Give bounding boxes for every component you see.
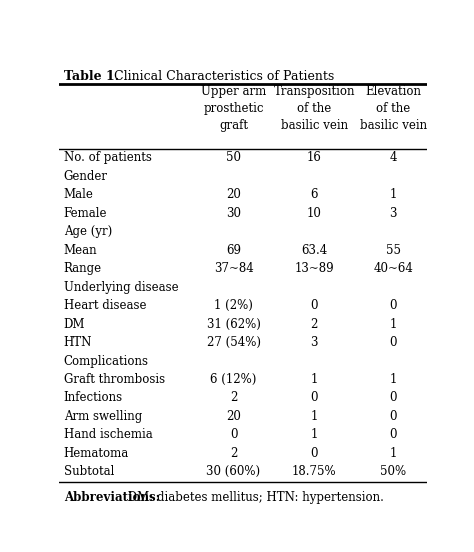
Text: Gender: Gender (64, 169, 108, 183)
Text: Heart disease: Heart disease (64, 299, 146, 312)
Text: Abbreviations:: Abbreviations: (64, 491, 160, 505)
Text: 6: 6 (310, 188, 318, 201)
Text: 1 (2%): 1 (2%) (214, 299, 253, 312)
Text: 63.4: 63.4 (301, 243, 328, 257)
Text: 18.75%: 18.75% (292, 465, 337, 479)
Text: Upper arm
prosthetic
graft: Upper arm prosthetic graft (201, 86, 266, 132)
Text: 3: 3 (390, 206, 397, 220)
Text: 0: 0 (390, 428, 397, 442)
Text: Table 1.: Table 1. (64, 70, 119, 83)
Text: No. of patients: No. of patients (64, 151, 152, 164)
Text: Subtotal: Subtotal (64, 465, 114, 479)
Text: Age (yr): Age (yr) (64, 225, 112, 238)
Text: Infections: Infections (64, 391, 123, 405)
Text: DM: DM (64, 317, 85, 331)
Text: 1: 1 (310, 410, 318, 423)
Text: 40~64: 40~64 (374, 262, 413, 275)
Text: Hand ischemia: Hand ischemia (64, 428, 153, 442)
Text: 20: 20 (226, 410, 241, 423)
Text: HTN: HTN (64, 336, 92, 349)
Text: Male: Male (64, 188, 93, 201)
Text: 55: 55 (386, 243, 401, 257)
Text: 0: 0 (310, 299, 318, 312)
Text: DM: diabetes mellitus; HTN: hypertension.: DM: diabetes mellitus; HTN: hypertension… (124, 491, 383, 505)
Text: Clinical Characteristics of Patients: Clinical Characteristics of Patients (106, 70, 334, 83)
Text: 13~89: 13~89 (294, 262, 334, 275)
Text: Elevation
of the
basilic vein: Elevation of the basilic vein (360, 86, 427, 132)
Text: 69: 69 (226, 243, 241, 257)
Text: 10: 10 (307, 206, 322, 220)
Text: 1: 1 (310, 428, 318, 442)
Text: 0: 0 (390, 391, 397, 405)
Text: 1: 1 (390, 317, 397, 331)
Text: 0: 0 (390, 299, 397, 312)
Text: 0: 0 (390, 336, 397, 349)
Text: 30: 30 (226, 206, 241, 220)
Text: Hematoma: Hematoma (64, 447, 129, 460)
Text: 0: 0 (310, 447, 318, 460)
Text: 37~84: 37~84 (214, 262, 254, 275)
Text: 3: 3 (310, 336, 318, 349)
Text: 4: 4 (390, 151, 397, 164)
Text: Graft thrombosis: Graft thrombosis (64, 373, 165, 386)
Text: 2: 2 (230, 391, 237, 405)
Text: 50: 50 (226, 151, 241, 164)
Text: 50%: 50% (380, 465, 406, 479)
Text: 1: 1 (390, 373, 397, 386)
Text: 31 (62%): 31 (62%) (207, 317, 261, 331)
Text: Mean: Mean (64, 243, 97, 257)
Text: 0: 0 (230, 428, 237, 442)
Text: 1: 1 (390, 188, 397, 201)
Text: 1: 1 (310, 373, 318, 386)
Text: 2: 2 (230, 447, 237, 460)
Text: 6 (12%): 6 (12%) (210, 373, 257, 386)
Text: Range: Range (64, 262, 102, 275)
Text: 16: 16 (307, 151, 322, 164)
Text: 30 (60%): 30 (60%) (207, 465, 261, 479)
Text: Transposition
of the
basilic vein: Transposition of the basilic vein (273, 86, 355, 132)
Text: 20: 20 (226, 188, 241, 201)
Text: 0: 0 (390, 410, 397, 423)
Text: 1: 1 (390, 447, 397, 460)
Text: 27 (54%): 27 (54%) (207, 336, 261, 349)
Text: Underlying disease: Underlying disease (64, 280, 178, 294)
Text: Complications: Complications (64, 354, 149, 368)
Text: 2: 2 (310, 317, 318, 331)
Text: Arm swelling: Arm swelling (64, 410, 142, 423)
Text: 0: 0 (310, 391, 318, 405)
Text: Female: Female (64, 206, 107, 220)
